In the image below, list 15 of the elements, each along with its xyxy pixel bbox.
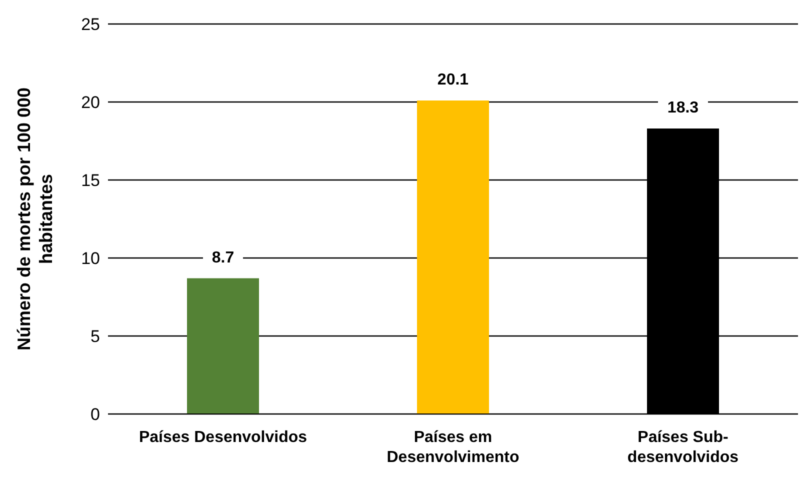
x-tick-label: Países Desenvolvidos [138, 429, 308, 446]
bar [417, 100, 489, 414]
y-tick-label: 10 [81, 249, 100, 268]
y-axis-title: Número de mortes por 100 000 habitantes [14, 87, 56, 351]
y-tick-label: 0 [90, 405, 100, 424]
bar [187, 278, 259, 414]
y-tick-label: 20 [81, 93, 100, 112]
x-tick-label: Países Sub-desenvolvidos [627, 429, 739, 466]
x-tick-label: Países em Desenvolvimento [386, 429, 520, 466]
y-tick-label: 5 [90, 327, 100, 346]
data-label: 18.3 [667, 100, 699, 117]
data-label: 20.1 [437, 71, 469, 88]
data-label: 8.7 [212, 249, 234, 266]
y-tick-label: 15 [81, 171, 100, 190]
y-tick-label: 25 [81, 15, 100, 34]
